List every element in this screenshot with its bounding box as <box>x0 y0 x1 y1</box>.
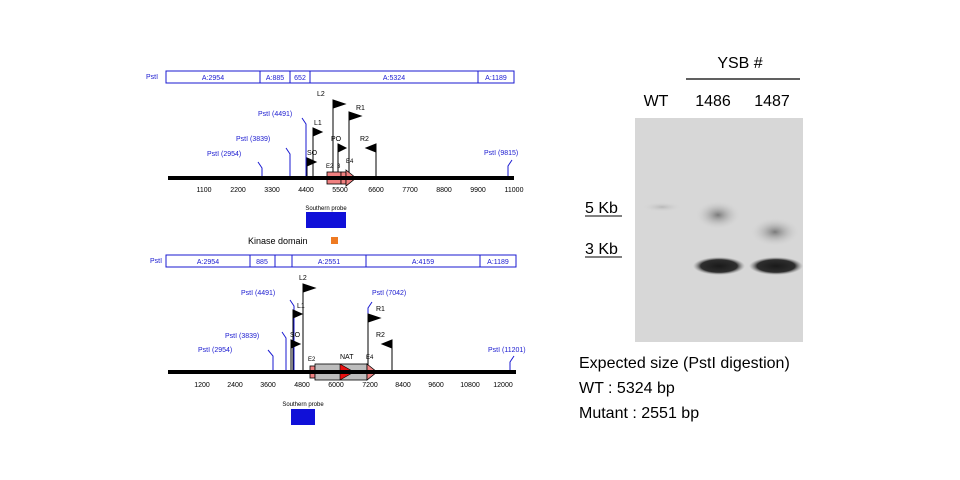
wt-tick-2: 2200 <box>230 187 246 194</box>
band-1486-lower <box>693 257 745 275</box>
wt-primer-l2: L2 <box>317 91 325 98</box>
mut-exon-e4: E4 <box>366 355 374 361</box>
mut-site-2954: PstI (2954) <box>198 347 232 354</box>
wt-tick-1: 1100 <box>196 187 211 194</box>
lane-label-1487: 1487 <box>754 93 790 110</box>
mut-tick-5: 6000 <box>328 382 344 389</box>
wt-exon-e2: E2 <box>326 164 334 170</box>
mut-fragment-bar: PstI A:2954 885 A:2551 A:4159 A:1189 <box>150 254 517 268</box>
mut-fragment-3: A:2551 <box>318 259 340 266</box>
wt-tick-8: 8800 <box>436 187 452 194</box>
wt-axis-ticks: 1100 2200 3300 4400 5500 6600 7700 8800 … <box>196 187 523 194</box>
wt-exon-e4: E4 <box>346 159 354 165</box>
southern-blot-panel: YSB # WT 1486 1487 5 Kb 3 Kb Expected si… <box>579 55 803 422</box>
wt-tick-9: 9900 <box>470 187 486 194</box>
mut-exon-e2: E2 <box>308 357 316 363</box>
band-wt <box>642 202 682 212</box>
wt-primer-po: PO <box>331 136 342 143</box>
wt-map: PstI A:2954 A:885 652 A:5324 A:1189 PstI… <box>146 70 524 228</box>
mut-probe-label: Southern probe <box>282 402 324 408</box>
wt-site-9815: PstI (9815) <box>484 150 518 157</box>
mut-nat-label: NAT <box>340 354 354 361</box>
wt-site-4491: PstI (4491) <box>258 111 292 118</box>
kinase-legend-label: Kinase domain <box>248 236 308 246</box>
caption-line-3: Mutant : 2551 bp <box>579 405 699 422</box>
marker-3kb: 3 Kb <box>585 241 618 258</box>
mut-axis-line <box>168 370 516 374</box>
mut-site-4491: PstI (4491) <box>241 290 275 297</box>
mut-site-3839: PstI (3839) <box>225 333 259 340</box>
wt-probe-label: Southern probe <box>305 206 347 212</box>
wt-fragment-1: A:2954 <box>202 75 224 82</box>
mut-tick-8: 9600 <box>428 382 444 389</box>
wt-axis-line <box>168 176 514 180</box>
mut-primer-r1: R1 <box>376 306 385 313</box>
wt-tick-5: 5500 <box>332 187 348 194</box>
wt-site-2954: PstI (2954) <box>207 151 241 158</box>
mut-tick-6: 7200 <box>362 382 378 389</box>
wt-fragment-pst-label: PstI <box>146 74 158 81</box>
mut-primer-so: SO <box>290 332 301 339</box>
mut-tick-4: 4800 <box>294 382 310 389</box>
mut-tick-3: 3600 <box>260 382 276 389</box>
mut-fragment-2: 885 <box>256 259 268 266</box>
mut-fragment-box <box>165 254 517 268</box>
mutant-map: PstI A:2954 885 A:2551 A:4159 A:1189 Pst… <box>150 254 526 425</box>
mut-site-11201: PstI (11201) <box>488 347 526 354</box>
mut-tick-10: 12000 <box>493 382 513 389</box>
caption-line-1: Expected size (PstI digestion) <box>579 355 790 372</box>
mut-primer-r2: R2 <box>376 332 385 339</box>
wt-primer-r2: R2 <box>360 136 369 143</box>
wt-fragment-box <box>165 70 515 84</box>
band-1487-upper <box>751 218 799 246</box>
mut-fragment-5: A:1189 <box>487 259 509 266</box>
mut-pst-sites <box>267 299 515 372</box>
wt-fragment-4: A:5324 <box>383 75 405 82</box>
wt-tick-6: 6600 <box>368 187 384 194</box>
mut-fragment-pst-label: PstI <box>150 258 162 265</box>
lane-label-1486: 1486 <box>695 93 731 110</box>
kinase-swatch <box>331 237 338 244</box>
wt-fragment-5: A:1189 <box>485 75 507 82</box>
wt-southern-probe <box>306 212 346 228</box>
wt-tick-4: 4400 <box>298 187 314 194</box>
mut-southern-probe <box>291 409 315 425</box>
mut-primer-l1: L1 <box>297 303 305 310</box>
marker-5kb: 5 Kb <box>585 200 618 217</box>
blot-group-label: YSB # <box>717 55 762 72</box>
lane-label-wt: WT <box>644 93 669 110</box>
band-1486-upper <box>696 201 740 229</box>
mut-primer-l2: L2 <box>299 275 307 282</box>
wt-fragment-2: A:885 <box>266 75 284 82</box>
mut-primers <box>290 283 393 372</box>
caption-line-2: WT : 5324 bp <box>579 380 675 397</box>
wt-exon-3: 3 <box>337 164 341 170</box>
wt-primer-so: SO <box>307 150 318 157</box>
wt-tick-3: 3300 <box>264 187 280 194</box>
wt-fragment-bar: PstI A:2954 A:885 652 A:5324 A:1189 <box>146 70 515 84</box>
mut-tick-9: 10800 <box>460 382 480 389</box>
wt-tick-7: 7700 <box>402 187 418 194</box>
wt-site-3839: PstI (3839) <box>236 136 270 143</box>
mut-tick-2: 2400 <box>227 382 243 389</box>
band-1487-lower <box>749 257 803 275</box>
mut-axis-ticks: 1200 2400 3600 4800 6000 7200 8400 9600 … <box>194 382 513 389</box>
mut-fragment-4: A:4159 <box>412 259 434 266</box>
wt-pst-sites <box>257 117 513 178</box>
wt-tick-10: 11000 <box>505 187 524 194</box>
mut-tick-7: 8400 <box>395 382 411 389</box>
mut-fragment-1: A:2954 <box>197 259 219 266</box>
wt-primer-l1: L1 <box>314 120 322 127</box>
wt-primer-r1: R1 <box>356 105 365 112</box>
mut-tick-1: 1200 <box>194 382 210 389</box>
kinase-legend: Kinase domain <box>248 236 338 246</box>
mut-site-7042: PstI (7042) <box>372 290 406 297</box>
wt-fragment-3: 652 <box>294 75 306 82</box>
